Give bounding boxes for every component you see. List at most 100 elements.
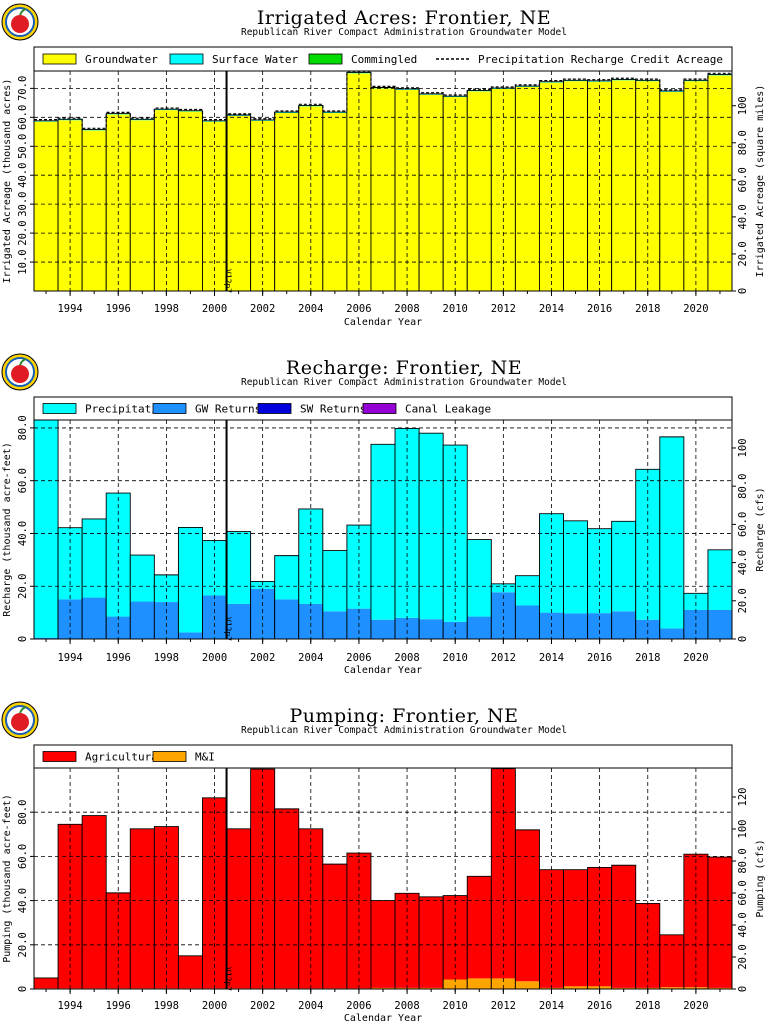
bar-agricultural [34, 977, 59, 989]
y-tick-label: 70.0 [17, 76, 29, 101]
y-right-tick-label: 80.0 [737, 130, 749, 155]
bar-gw-returns [178, 632, 203, 639]
bar-groundwater [419, 94, 444, 291]
bar-gw-returns [82, 597, 107, 639]
y-right-tick-label: 0 [737, 986, 749, 992]
bar-m-i [419, 987, 444, 989]
bar-agricultural [370, 900, 396, 988]
bar-outline [659, 436, 685, 639]
y-right-tick-label: 0 [737, 288, 749, 294]
y-tick-label: 40.0 [17, 888, 29, 913]
legend-entry: Canal Leakage [405, 403, 491, 416]
bar-precipitation [34, 420, 59, 638]
bar-m-i [467, 978, 492, 989]
x-tick-label: 1996 [106, 303, 131, 315]
y-tick-label: 20.0 [17, 932, 29, 957]
chart-title: Recharge: Frontier, NE [286, 357, 522, 379]
bar-groundwater [467, 91, 492, 292]
bar-precipitation [635, 469, 660, 620]
y-tick-label: 0 [17, 636, 29, 642]
bar-agricultural [322, 864, 347, 989]
y-right-tick-label: 60.0 [737, 512, 749, 537]
bar-m-i [491, 978, 516, 989]
bar-precipitation [683, 593, 708, 610]
x-tick-label: 2004 [298, 1000, 323, 1012]
bar-groundwater [370, 88, 396, 291]
x-tick-label: 2004 [298, 303, 323, 315]
legend-entry: Agricultural [85, 751, 164, 764]
bar-precipitation [370, 444, 396, 620]
apple-logo-icon [1, 3, 39, 41]
x-axis-label: Calendar Year [344, 317, 422, 328]
chart-subtitle: Republican River Compact Administration … [241, 725, 567, 736]
bar-agricultural [707, 857, 732, 988]
x-tick-label: 2018 [635, 303, 660, 315]
bar-gw-returns [467, 616, 492, 639]
x-tick-label: 1998 [154, 1000, 179, 1012]
bar-gw-returns [563, 613, 588, 639]
y-right-tick-label: 80.0 [737, 848, 749, 873]
bar-agricultural [202, 797, 227, 989]
bar-groundwater [515, 86, 540, 291]
bar-agricultural [587, 867, 612, 987]
bar-groundwater [659, 91, 684, 291]
y-tick-label: 20.0 [17, 220, 29, 245]
bar-precipitation [419, 433, 444, 620]
x-tick-label: 2006 [346, 303, 371, 315]
apple-leaf [19, 358, 27, 366]
bar-groundwater [611, 80, 636, 292]
y-axis-label: Recharge (thousand acre-feet) [2, 442, 13, 617]
y-right-tick-label: 120 [737, 788, 749, 807]
bar-groundwater [34, 121, 59, 291]
legend-swatch [42, 403, 77, 414]
x-tick-label: 1994 [57, 303, 82, 315]
x-tick-label: 1996 [106, 652, 131, 664]
x-tick-label: 2002 [250, 1000, 275, 1012]
y-axis-label: Pumping (thousand acre-feet) [2, 794, 13, 963]
bar-precipitation [563, 520, 588, 614]
bar-precipitation [130, 555, 155, 602]
legend: Groundwater Surface Water Commingled Precip… [33, 46, 733, 72]
x-tick-label: 1996 [106, 1000, 131, 1012]
legend: Precipitation GW Returns SW Returns Canal L… [33, 396, 733, 421]
x-tick-label: 2016 [587, 303, 612, 315]
y-right-tick-label: 100 [737, 820, 749, 839]
y-right-tick-label: 20.0 [737, 944, 749, 969]
bar-precipitation [707, 549, 732, 610]
bar-m-i [370, 987, 396, 989]
y-right-tick-label: 100 [737, 96, 749, 115]
y-right-axis-label: Pumping (cfs) [755, 839, 766, 917]
y-tick-label: 0 [17, 986, 29, 992]
y-right-axis-label: Irrigated Acreage (square miles) [755, 85, 766, 278]
grid [34, 768, 732, 990]
legend-entry: GW Returns [195, 403, 261, 416]
bar-precipitation [322, 550, 347, 612]
legend-swatch [152, 403, 187, 414]
y-right-axis-label: Recharge (cfs) [755, 487, 766, 571]
bar-precipitation [250, 581, 275, 589]
bar-m-i [659, 987, 684, 989]
bar-agricultural [58, 824, 83, 989]
x-tick-label: 2000 [202, 303, 227, 315]
x-tick-label: 2004 [298, 652, 323, 664]
bar-groundwater [226, 115, 251, 291]
apple-shape [11, 365, 29, 383]
bar-precipitation [659, 436, 684, 629]
bar-agricultural [419, 896, 444, 988]
legend-swatch [169, 53, 204, 65]
bar-agricultural [250, 769, 275, 989]
bar-precipitation [226, 531, 251, 604]
bar-agricultural [82, 815, 107, 989]
y-tick-label: 60.0 [17, 105, 29, 130]
apple-shape [11, 15, 29, 33]
bar-gw-returns [322, 611, 347, 639]
bar-precipitation [82, 518, 107, 598]
bars [33, 419, 733, 639]
bar-groundwater [322, 112, 347, 291]
bar-m-i [563, 986, 588, 989]
bar-m-i [611, 987, 636, 989]
marker-label: V12p7 [224, 617, 233, 641]
bar-groundwater [346, 73, 371, 291]
x-tick-label: 2014 [539, 1000, 564, 1012]
